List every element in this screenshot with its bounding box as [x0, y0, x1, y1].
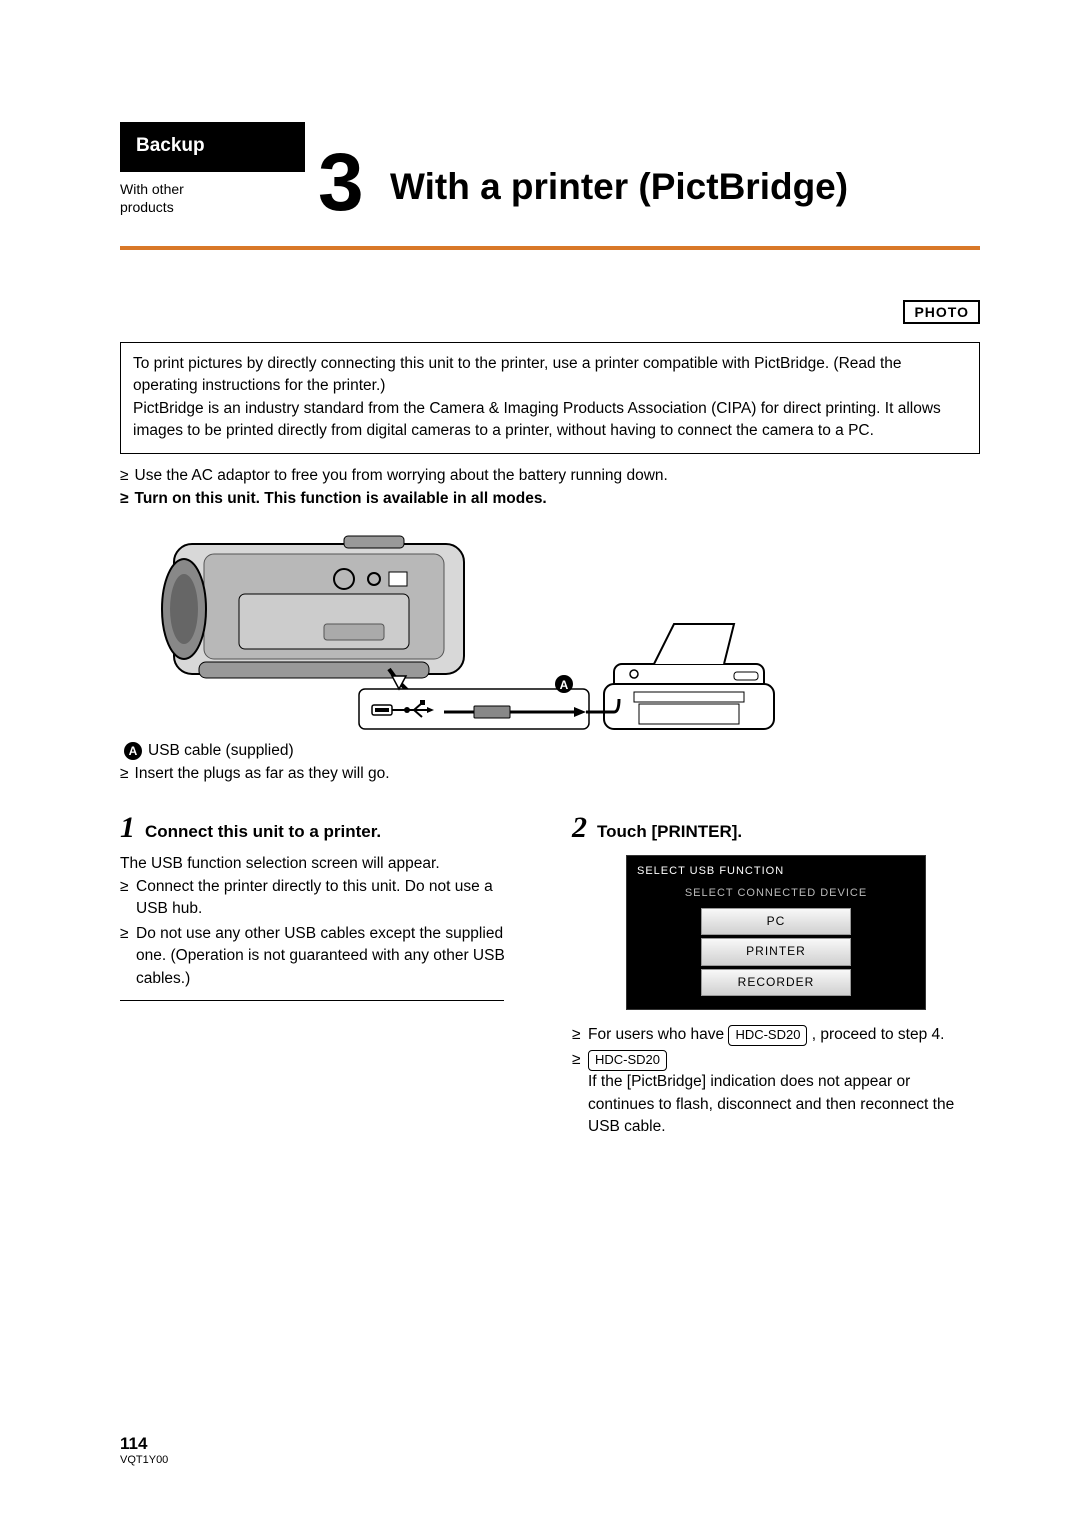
usb-menu-subtitle: SELECT CONNECTED DEVICE	[637, 886, 915, 902]
note-turn-on: Turn on this unit. This function is avai…	[120, 487, 980, 510]
subtitle-line1: With other	[120, 181, 184, 197]
note-ac-adaptor: Use the AC adaptor to free you from worr…	[120, 464, 980, 487]
svg-text:A: A	[560, 678, 569, 692]
b1-pre: For users who have	[588, 1026, 728, 1043]
step-1-bullet-1: Connect the printer directly to this uni…	[120, 876, 528, 921]
diagram-caption: A USB cable (supplied)	[124, 742, 980, 760]
usb-menu-title: SELECT USB FUNCTION	[637, 864, 915, 880]
usb-option-printer[interactable]: PRINTER	[701, 938, 851, 965]
step-2-bullet-2: HDC-SD20 If the [PictBridge] indication …	[572, 1049, 980, 1139]
insert-plugs-note: Insert the plugs as far as they will go.	[120, 762, 980, 785]
step-1-divider	[120, 1000, 504, 1001]
usb-function-menu: SELECT USB FUNCTION SELECT CONNECTED DEV…	[626, 855, 926, 1010]
step-1-column: 1 Connect this unit to a printer. The US…	[120, 806, 528, 1141]
connection-diagram: A	[144, 524, 794, 734]
header-block: Backup With other products 3 With a prin…	[120, 130, 980, 240]
b2-text: If the [PictBridge] indication does not …	[588, 1073, 954, 1135]
page-title: With a printer (PictBridge)	[390, 166, 848, 208]
label-a-icon: A	[124, 742, 142, 760]
doc-code: VQT1Y00	[120, 1454, 168, 1466]
step-1-title: Connect this unit to a printer.	[145, 820, 381, 845]
section-tab: Backup	[120, 122, 305, 172]
page-footer: 114 VQT1Y00	[120, 1434, 168, 1466]
step-2-bullet-1: For users who have HDC-SD20 , proceed to…	[572, 1024, 980, 1046]
section-number: 3	[318, 136, 361, 230]
b1-post: , proceed to step 4.	[812, 1026, 945, 1043]
pre-notes: Use the AC adaptor to free you from worr…	[120, 464, 980, 511]
page-number: 114	[120, 1434, 168, 1454]
usb-option-pc[interactable]: PC	[701, 908, 851, 935]
info-box: To print pictures by directly connecting…	[120, 342, 980, 454]
photo-badge: PHOTO	[903, 300, 980, 324]
diagram-notes: Insert the plugs as far as they will go.	[120, 762, 980, 785]
step-2-column: 2 Touch [PRINTER]. SELECT USB FUNCTION S…	[572, 806, 980, 1141]
model-tag-2: HDC-SD20	[588, 1050, 667, 1071]
step-1-number: 1	[120, 806, 135, 850]
subtitle-line2: products	[120, 199, 174, 215]
divider-accent	[120, 246, 980, 250]
usb-option-recorder[interactable]: RECORDER	[701, 969, 851, 996]
section-subtitle: With other products	[120, 180, 184, 216]
model-tag-1: HDC-SD20	[728, 1025, 807, 1046]
step-2-title: Touch [PRINTER].	[597, 820, 742, 845]
label-a-text: USB cable (supplied)	[148, 742, 294, 759]
step-2-number: 2	[572, 806, 587, 850]
step-1-body: The USB function selection screen will a…	[120, 853, 528, 875]
step-1-bullet-2: Do not use any other USB cables except t…	[120, 923, 528, 990]
